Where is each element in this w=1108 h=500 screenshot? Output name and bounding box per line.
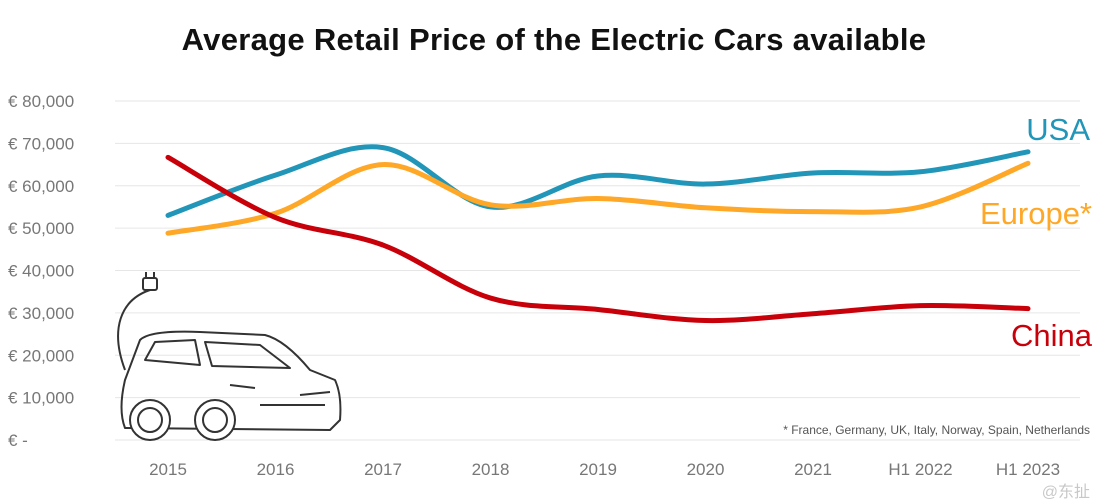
- series-line-europe: [165, 160, 1031, 236]
- x-tick-label: 2018: [472, 460, 510, 479]
- x-tick-label: 2016: [257, 460, 295, 479]
- x-tick-label: 2021: [794, 460, 832, 479]
- y-tick-label: € 70,000: [8, 134, 74, 153]
- y-tick-label: € 60,000: [8, 177, 74, 196]
- y-tick-label: € 40,000: [8, 262, 74, 281]
- y-tick-label: € 50,000: [8, 219, 74, 238]
- x-tick-label: 2015: [149, 460, 187, 479]
- series-line-china: [165, 154, 1031, 324]
- footnote: * France, Germany, UK, Italy, Norway, Sp…: [783, 423, 1090, 437]
- x-tick-label: H1 2023: [996, 460, 1060, 479]
- series-label-usa: USA: [1026, 112, 1090, 147]
- car-plug-icon: [117, 272, 342, 441]
- y-tick-label: € 80,000: [8, 92, 74, 111]
- series-label-china: China: [1011, 318, 1093, 353]
- watermark: @东扯: [1042, 483, 1090, 500]
- x-tick-label: 2017: [364, 460, 402, 479]
- x-tick-label: H1 2022: [888, 460, 952, 479]
- y-tick-label: € -: [8, 431, 28, 450]
- chart-title: Average Retail Price of the Electric Car…: [181, 22, 927, 57]
- x-tick-label: 2020: [687, 460, 725, 479]
- x-tick-label: 2019: [579, 460, 617, 479]
- y-tick-label: € 10,000: [8, 389, 74, 408]
- y-tick-label: € 30,000: [8, 304, 74, 323]
- series-label-europe: Europe*: [980, 196, 1092, 231]
- y-tick-label: € 20,000: [8, 346, 74, 365]
